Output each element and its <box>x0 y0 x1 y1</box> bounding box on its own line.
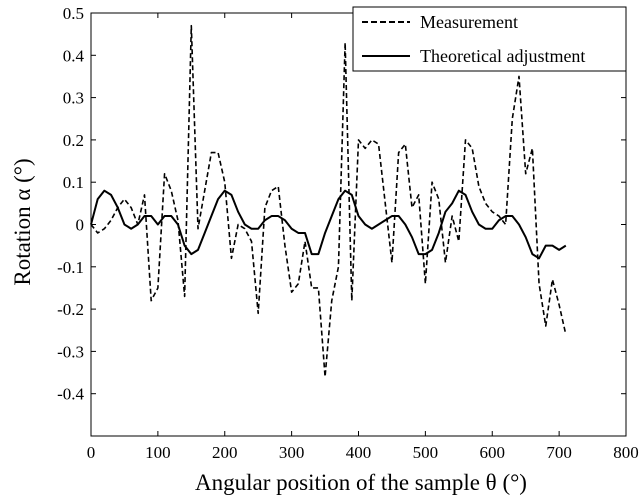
series-line-measurement <box>90 24 567 378</box>
legend-label-measurement: Measurement <box>420 12 518 32</box>
x-tick-label: 300 <box>279 443 305 462</box>
y-tick-label: -0.2 <box>57 300 84 319</box>
y-tick-label: 0 <box>76 216 85 235</box>
y-tick-label: -0.1 <box>57 258 84 277</box>
y-tick-label: 0.2 <box>63 131 84 150</box>
series-line-theoretical-adjustment <box>90 189 567 260</box>
x-tick-label: 400 <box>346 443 372 462</box>
axis-ticks <box>90 12 627 436</box>
y-tick-labels: -0.4 -0.3 -0.2 -0.1 0 0.1 0.2 0.3 0.4 0.5 <box>57 4 84 404</box>
y-axis-title: Rotation α (°) <box>10 158 35 285</box>
x-tick-label: 200 <box>212 443 238 462</box>
legend-label-theoretical: Theoretical adjustment <box>420 46 585 66</box>
x-tick-label: 800 <box>613 443 639 462</box>
plot-border <box>90 12 627 437</box>
y-tick-label: -0.3 <box>57 342 84 361</box>
x-tick-label: 500 <box>413 443 439 462</box>
y-tick-label: 0.1 <box>63 173 84 192</box>
y-tick-label: -0.4 <box>57 385 84 404</box>
y-tick-label: 0.5 <box>63 4 84 23</box>
series-layer <box>90 24 567 378</box>
legend: Measurement Theoretical adjustment <box>352 6 627 72</box>
y-tick-label: 0.4 <box>63 46 85 65</box>
plot-area <box>90 12 627 437</box>
x-axis-title: Angular position of the sample θ (°) <box>195 470 527 495</box>
x-tick-label: 100 <box>145 443 171 462</box>
x-tick-label: 700 <box>546 443 572 462</box>
legend-box <box>352 6 627 72</box>
x-tick-label: 0 <box>87 443 96 462</box>
x-tick-label: 600 <box>480 443 506 462</box>
y-tick-label: 0.3 <box>63 89 84 108</box>
x-tick-labels: 0 100 200 300 400 500 600 700 800 <box>87 443 639 462</box>
